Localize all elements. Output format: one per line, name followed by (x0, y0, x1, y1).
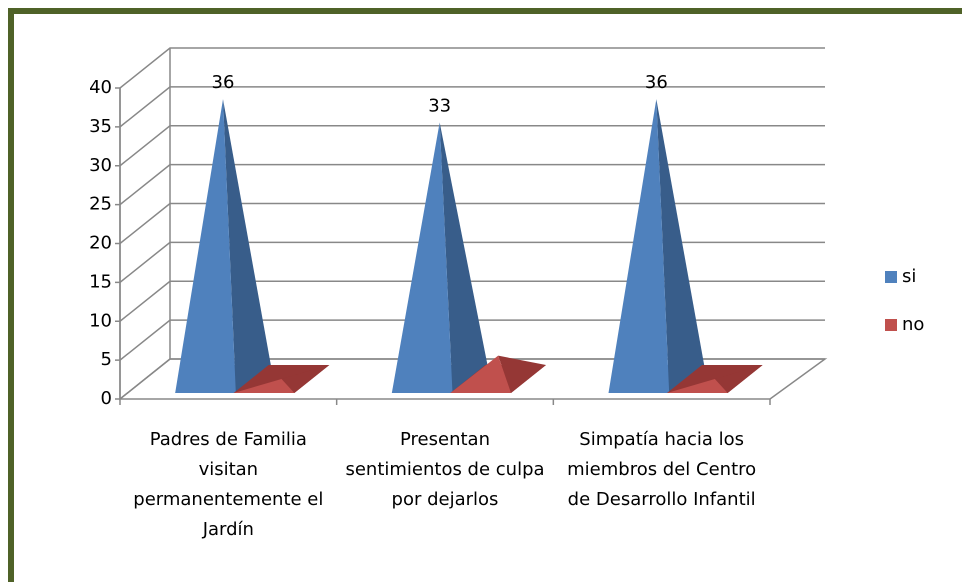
data-label: 36 (212, 72, 235, 93)
pyramid-side (498, 355, 546, 393)
pyramid-side (714, 365, 763, 393)
y-tick-label: 40 (89, 77, 112, 98)
grid-line (119, 125, 825, 167)
data-label: 36 (645, 72, 668, 93)
pyramid (391, 122, 488, 394)
y-tick-label: 15 (89, 271, 112, 292)
y-tick-label: 35 (89, 116, 112, 137)
legend-swatch (885, 271, 897, 283)
grid-line (119, 280, 825, 322)
grid-line (119, 202, 825, 245)
pyramid-front (608, 99, 670, 393)
grid-line (119, 47, 825, 89)
grid-line (119, 241, 825, 283)
y-tick-label: 25 (89, 194, 112, 215)
pyramid-side (223, 99, 271, 393)
pyramid (233, 365, 330, 393)
legend-label: si (902, 266, 916, 287)
x-tick-label: Presentan sentimientos de culpa por deja… (345, 429, 545, 510)
grid-line (119, 86, 825, 128)
y-tick-label: 20 (89, 233, 112, 254)
y-tick-label: 10 (89, 310, 112, 331)
grid-line (119, 358, 825, 400)
pyramid (667, 365, 763, 393)
y-tick-label: 0 (101, 388, 112, 409)
y-tick-label: 5 (101, 349, 112, 370)
pyramid-front (233, 379, 295, 393)
pyramid (175, 99, 271, 393)
y-tick-label: 30 (89, 155, 112, 176)
pyramid-front (175, 99, 236, 393)
frame (8, 8, 962, 582)
x-tick-label: Simpatía hacia los miembros del Centro d… (567, 429, 757, 510)
pyramid-front (450, 355, 511, 393)
pyramid (608, 99, 705, 393)
pyramid (450, 355, 546, 393)
pyramid-side (281, 365, 330, 393)
x-tick-label: Padres de Familia visitan permanentement… (133, 429, 324, 540)
legend-label: no (902, 314, 924, 335)
pyramid-front (667, 379, 728, 393)
pyramid-side (656, 99, 705, 393)
pyramid-front (391, 122, 453, 394)
legend-swatch (885, 319, 897, 331)
grid-line (119, 319, 825, 361)
grid-line (119, 163, 825, 206)
pyramid-side (439, 122, 488, 394)
data-label: 33 (428, 95, 451, 116)
